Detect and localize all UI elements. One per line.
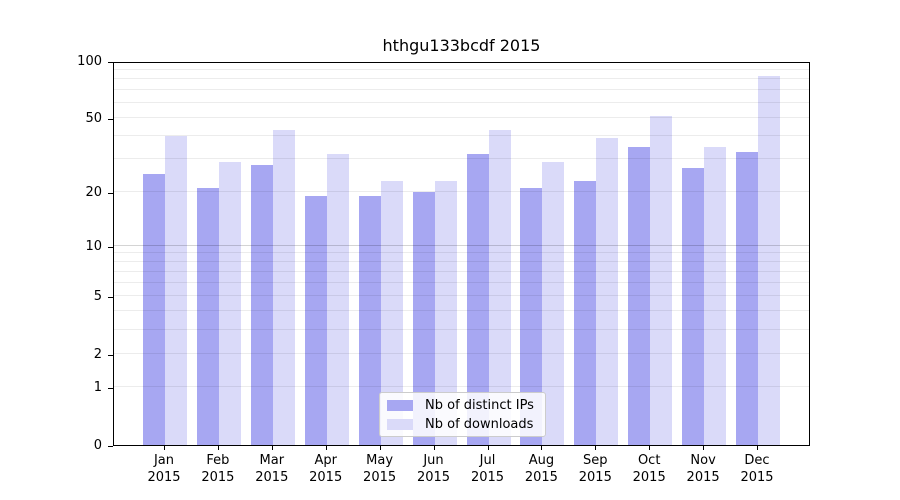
bar-downloads-sep <box>596 138 619 445</box>
bar-downloads-oct <box>650 116 673 445</box>
y-tick-label-1: 1 <box>93 380 102 396</box>
y-tick-label-100: 100 <box>77 54 102 69</box>
legend-label-downloads: Nb of downloads <box>425 416 534 432</box>
bar-downloads-feb <box>218 162 241 445</box>
bar-downloads-dec <box>758 76 780 445</box>
bar-distinct-ips-jan <box>143 173 165 445</box>
x-tick-label-feb: Feb 2015 <box>201 453 235 485</box>
y-tick-label-50: 50 <box>85 110 102 126</box>
chart-title: hthgu133bcdf 2015 <box>382 36 541 55</box>
gridline-2 <box>114 352 809 354</box>
bar-downloads-may <box>380 180 403 445</box>
bar-distinct-ips-feb <box>196 187 219 445</box>
x-tickmark-may <box>379 446 381 450</box>
y-tickmark-5 <box>108 296 113 298</box>
bar-distinct-ips-jun <box>412 191 435 445</box>
y-tickmark-100 <box>108 62 113 63</box>
y-tickmark-50 <box>108 118 113 120</box>
gridline-1 <box>114 386 809 388</box>
plot-area: Nb of distinct IPs Nb of downloads <box>113 62 810 446</box>
gridline-4 <box>114 310 809 312</box>
bar-downloads-jan <box>165 136 187 445</box>
bar-distinct-ips-nov <box>682 167 705 445</box>
x-tickmark-feb <box>217 446 219 450</box>
x-tick-label-sep: Sep 2015 <box>578 453 612 485</box>
x-tick-label-may: May 2015 <box>363 453 397 485</box>
gridline-90 <box>114 68 809 70</box>
bar-downloads-apr <box>326 154 349 445</box>
x-tick-label-jun: Jun 2015 <box>416 453 451 485</box>
x-tickmark-sep <box>595 446 597 450</box>
legend-swatch-downloads <box>387 418 413 430</box>
bar-distinct-ips-may <box>358 195 381 445</box>
gridline-30 <box>114 158 809 160</box>
y-tick-label-20: 20 <box>85 184 102 200</box>
bar-downloads-aug <box>542 162 565 445</box>
gridline-70 <box>114 89 809 91</box>
gridline-3 <box>114 328 809 330</box>
y-tick-label-10: 10 <box>85 238 102 254</box>
x-tick-label-nov: Nov 2015 <box>686 453 720 485</box>
y-tick-label-2: 2 <box>93 346 102 362</box>
gridline-7 <box>114 271 809 272</box>
bar-distinct-ips-mar <box>250 164 273 445</box>
y-tickmark-2 <box>108 354 113 356</box>
gridline-10 <box>114 244 809 246</box>
gridline-9 <box>114 252 809 254</box>
y-tickmark-20 <box>108 192 113 194</box>
y-tick-label-5: 5 <box>93 288 102 304</box>
gridline-80 <box>114 78 809 80</box>
bar-downloads-jul <box>488 130 511 445</box>
x-tick-label-mar: Mar 2015 <box>255 453 289 485</box>
x-tickmark-jul <box>487 446 489 450</box>
x-tickmark-apr <box>325 446 327 450</box>
x-tickmark-dec <box>757 446 758 450</box>
y-tickmark-10 <box>108 246 113 248</box>
gridline-40 <box>114 135 809 136</box>
bar-distinct-ips-sep <box>574 180 597 445</box>
gridline-8 <box>114 261 809 263</box>
bar-distinct-ips-oct <box>628 146 651 445</box>
x-tickmark-jan <box>164 446 165 450</box>
bar-distinct-ips-jul <box>466 154 489 445</box>
x-tick-label-apr: Apr 2015 <box>309 453 343 485</box>
gridline-20 <box>114 190 809 192</box>
x-tick-label-jul: Jul 2015 <box>470 453 505 485</box>
x-tickmark-mar <box>271 446 273 450</box>
gridline-5 <box>114 294 809 296</box>
x-tick-label-aug: Aug 2015 <box>524 453 558 485</box>
x-tick-label-oct: Oct 2015 <box>632 453 666 485</box>
y-tick-label-0: 0 <box>93 438 102 453</box>
legend-swatch-distinct-ips <box>387 399 413 411</box>
legend-item-downloads: Nb of downloads <box>387 417 537 432</box>
bar-downloads-nov <box>704 146 727 445</box>
bar-downloads-mar <box>272 130 295 445</box>
bar-distinct-ips-dec <box>736 151 758 445</box>
gridline-6 <box>114 282 809 284</box>
gridline-50 <box>114 116 809 118</box>
legend: Nb of distinct IPs Nb of downloads <box>379 392 546 437</box>
x-tickmark-nov <box>703 446 705 450</box>
x-tick-label-dec: Dec 2015 <box>740 453 774 485</box>
bar-distinct-ips-apr <box>304 195 327 445</box>
bar-downloads-jun <box>434 180 457 445</box>
gridline-60 <box>114 102 809 103</box>
x-tick-label-jan: Jan 2015 <box>147 453 181 485</box>
y-tickmark-0 <box>108 446 113 447</box>
x-tickmark-aug <box>541 446 543 450</box>
bar-distinct-ips-aug <box>520 187 543 445</box>
y-tickmark-1 <box>108 388 113 390</box>
legend-label-distinct-ips: Nb of distinct IPs <box>425 397 534 413</box>
x-tickmark-oct <box>649 446 651 450</box>
x-tickmark-jun <box>433 446 435 450</box>
legend-item-distinct-ips: Nb of distinct IPs <box>387 398 537 413</box>
